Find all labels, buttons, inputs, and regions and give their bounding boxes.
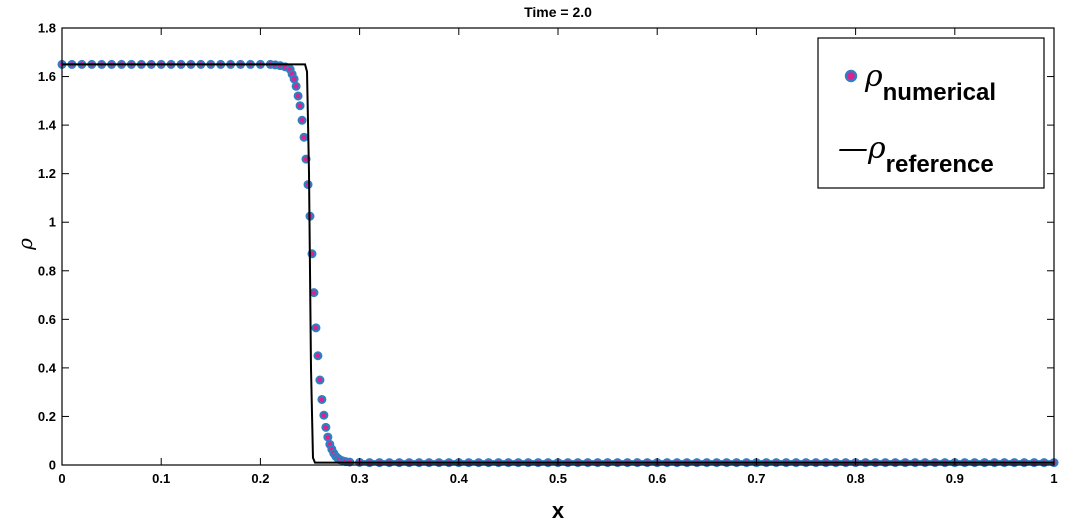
x-tick-label: 0.9	[946, 471, 964, 486]
legend-subscript-numerical: numerical	[883, 79, 996, 106]
legend-label-numerical: ρnumerical	[864, 59, 996, 106]
x-tick-label: 1	[1050, 471, 1057, 486]
x-tick-label: 0.4	[450, 471, 469, 486]
legend-marker-numerical	[844, 69, 858, 83]
legend-symbol-reference: ρ	[867, 131, 886, 166]
legend-entry-numerical: ρnumerical	[844, 59, 996, 106]
numerical-marker	[293, 91, 303, 101]
numerical-marker	[321, 422, 331, 432]
numerical-marker	[311, 323, 321, 333]
numerical-marker	[299, 132, 309, 142]
legend-subscript-reference: reference	[886, 151, 994, 178]
x-axis-label: x	[552, 498, 565, 523]
y-tick-label: 1.8	[38, 21, 56, 36]
legend-label-reference: —ρreference	[838, 131, 994, 178]
y-tick-label: 1.6	[38, 69, 56, 84]
numerical-marker	[317, 394, 327, 404]
x-tick-label: 0.8	[847, 471, 865, 486]
y-tick-label: 0.6	[38, 312, 56, 327]
numerical-marker	[309, 288, 319, 298]
chart-title: Time = 2.0	[524, 4, 592, 20]
numerical-marker	[323, 432, 333, 442]
y-tick-label: 1.2	[38, 166, 56, 181]
y-tick-label: 1	[49, 215, 56, 230]
x-tick-label: 0.1	[152, 471, 170, 486]
y-tick-label: 0.8	[38, 263, 56, 278]
x-tick-label: 0.3	[351, 471, 369, 486]
y-tick-label: 0.2	[38, 409, 56, 424]
x-tick-label: 0.7	[747, 471, 765, 486]
x-tick-label: 0.5	[549, 471, 567, 486]
y-tick-label: 0.4	[38, 360, 57, 375]
legend-box	[817, 37, 1045, 189]
legend-entry-reference: —ρreference	[838, 131, 994, 178]
x-tick-label: 0	[58, 471, 65, 486]
numerical-marker	[319, 410, 329, 420]
y-tick-label: 1.4	[38, 118, 57, 133]
y-axis-label: ρ	[13, 238, 37, 251]
numerical-marker	[295, 101, 305, 111]
numerical-marker	[313, 351, 323, 361]
numerical-marker	[315, 375, 325, 385]
numerical-marker	[303, 180, 313, 190]
legend-prefix-reference: —	[838, 131, 868, 166]
axes: 0 0.1 0.2 0.3 0.4 0.5 0.6 0.7 0.8 0.9 1 0 0.2 0.4 0.6 0…	[38, 21, 1058, 487]
x-tick-label: 0.2	[251, 471, 269, 486]
series-reference-line	[62, 63, 1054, 464]
x-tick-label: 0.6	[648, 471, 666, 486]
legend: ρnumerical —ρreference	[817, 37, 1045, 189]
numerical-marker	[291, 81, 301, 91]
numerical-marker	[297, 115, 307, 125]
y-tick-label: 0	[49, 458, 56, 473]
numerical-marker	[289, 74, 299, 84]
legend-symbol-numerical: ρ	[864, 59, 883, 94]
